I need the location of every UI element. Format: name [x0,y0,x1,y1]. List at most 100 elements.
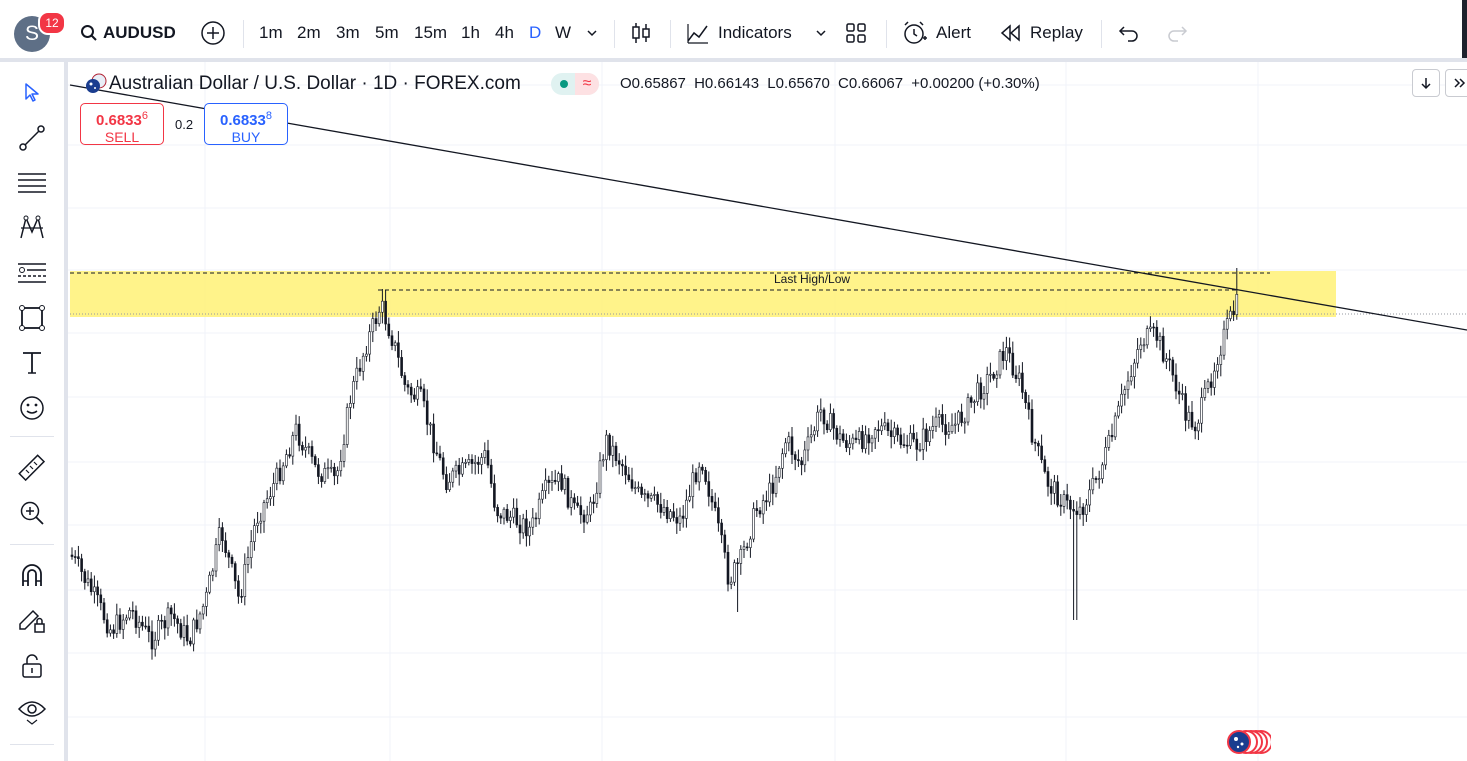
horizontal-lines-tool[interactable] [14,165,50,201]
trend-line-tool[interactable] [14,120,50,156]
candle-body [374,318,378,324]
candle-body [227,552,231,558]
zoom-in-tool[interactable] [14,495,50,531]
alert-button[interactable]: Alert [902,13,971,53]
candle-body [797,459,800,462]
symbol-search-button[interactable]: AUDUSD [80,13,176,53]
undo-button[interactable] [1118,13,1140,53]
candle-body [1097,478,1101,480]
symbol-title[interactable]: Australian Dollar / U.S. Dollar · 1D · F… [109,73,521,94]
timeframe-1h[interactable]: 1h [461,23,480,42]
pattern-icon [20,215,44,239]
pattern-tool[interactable] [14,210,50,246]
candle-body [1085,504,1088,515]
candle-body [390,335,394,346]
candle-body [352,381,355,404]
measure-tool[interactable] [14,450,50,486]
trend-line-icon [19,125,45,151]
timeframe-15m[interactable]: 15m [414,23,448,42]
candle-body [1145,328,1149,346]
indicators-button[interactable]: Indicators [686,13,792,53]
candle-body [406,384,410,388]
candle-body [489,464,493,484]
candle-body [249,541,253,558]
candle-body [637,486,640,489]
candle-body [665,506,669,519]
timeframe-dropdown[interactable] [585,13,599,53]
candle-body [121,619,125,630]
candle-body [1225,318,1229,330]
candle-body [813,430,816,436]
rectangle-tool[interactable] [14,300,50,336]
zone-label[interactable]: Last High/Low [774,272,851,286]
candle-body [877,429,880,432]
candle-body [80,558,83,572]
candle-body [329,466,333,469]
sell-button[interactable]: 0.68336 SELL [80,103,164,145]
chevrons-icon [1454,78,1466,88]
compare-symbol-button[interactable] [200,13,226,53]
collapse-button[interactable] [1445,69,1467,97]
candle-body [1149,326,1152,329]
timeframe-1m[interactable]: 1m [259,23,283,42]
timeframe-5m[interactable]: 5m [375,23,399,42]
cursor-tool[interactable] [14,74,50,110]
candle-body [480,457,483,465]
candle-body [531,517,535,528]
candle-body [307,446,311,448]
candle-body [93,586,96,593]
candle-body [790,436,794,455]
timeframe-d[interactable]: D [529,23,542,42]
price-chart[interactable] [68,62,1467,761]
indicators-label: Indicators [718,23,792,42]
lock-all-tool[interactable] [14,648,50,684]
replay-button[interactable]: Replay [1000,13,1083,53]
candle-body [553,479,557,482]
hide-drawings-tool[interactable] [14,693,50,729]
candle-body [467,459,471,463]
fib-tool[interactable] [14,255,50,291]
text-tool[interactable] [14,345,50,381]
lock-drawing-tool[interactable] [14,603,50,639]
redo-button[interactable] [1166,13,1188,53]
candle-body [1081,506,1085,515]
candle-body [339,461,343,472]
emoji-tool[interactable] [14,390,50,426]
indicators-dropdown[interactable] [814,13,828,53]
timeframe-w[interactable]: W [555,23,572,42]
candle-body [733,562,736,583]
candle-body [640,486,643,495]
candle-body [893,427,896,437]
candle-body [96,586,99,596]
toolbar-separator [10,436,54,437]
timeframe-4h[interactable]: 4h [495,23,514,42]
market-status[interactable]: ≈ [551,73,599,95]
scroll-down-button[interactable] [1412,69,1440,97]
candle-body [368,331,371,355]
buy-button[interactable]: 0.68338 BUY [204,103,288,145]
magnet-tool[interactable] [14,558,50,594]
candle-body [947,431,951,435]
timeframe-3m[interactable]: 3m [336,23,360,42]
candle-body [870,437,874,444]
timeframe-2m[interactable]: 2m [297,23,321,42]
alert-label: Alert [936,23,971,42]
toolbar-separator [670,20,671,48]
candle-body [909,432,912,446]
candle-body [1209,381,1213,388]
candle-body [320,476,323,482]
events-marker[interactable] [1225,729,1271,755]
candle-body [889,430,893,437]
candle-body [118,614,122,630]
candle-body [864,434,867,450]
candle-body [576,502,579,506]
candle-body [134,610,138,628]
candle-body [835,427,839,440]
chart-type-button[interactable] [630,13,652,53]
layouts-button[interactable] [845,13,867,53]
candle-body [669,511,672,519]
candle-body [112,629,115,634]
buy-label: BUY [231,129,261,145]
candle-body [784,442,787,455]
candle-body [73,556,77,558]
